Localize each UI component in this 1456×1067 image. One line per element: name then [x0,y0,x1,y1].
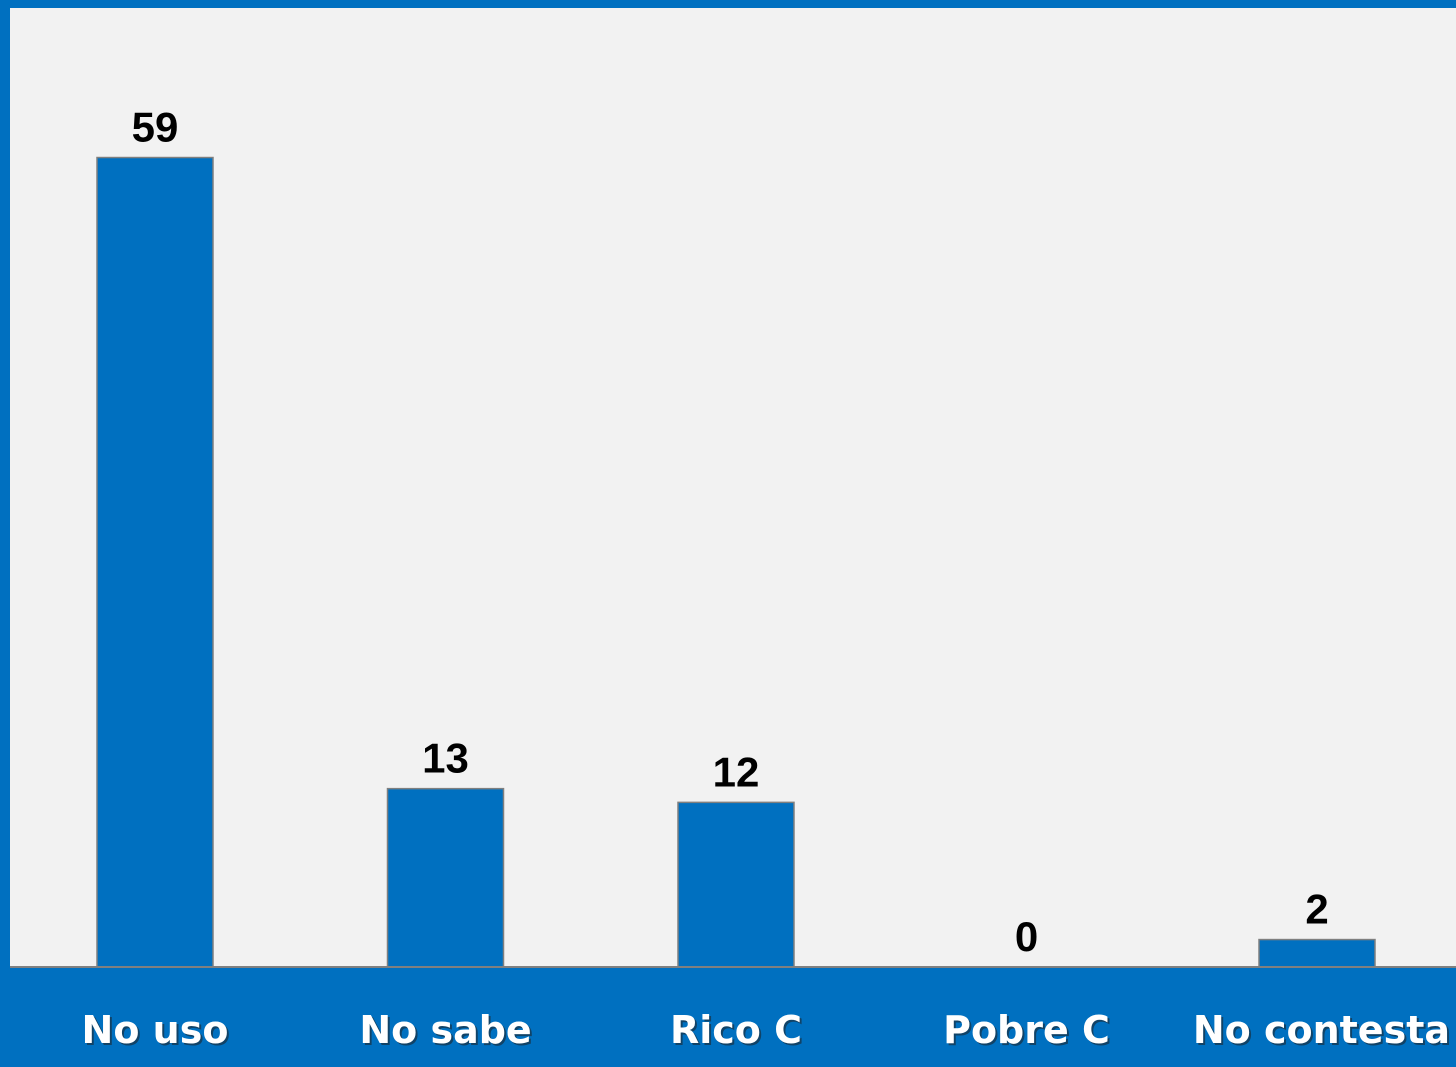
bar-2 [677,801,795,968]
bar-4 [1258,938,1376,968]
category-label-0: No uso [82,1008,229,1052]
category-label-shadow-0: No uso [84,1010,231,1054]
value-label-3: 0 [1015,913,1038,960]
bar-1 [386,787,505,968]
bar-0 [96,156,214,968]
category-label-shadow-3: Pobre C [945,1010,1112,1054]
value-label-4: 2 [1305,886,1328,933]
value-label-0: 59 [132,104,179,151]
value-label-1: 13 [422,735,469,782]
value-labels-layer: 59 13 12 0 2 [132,104,1329,960]
category-label-4: No contesta [1193,1008,1450,1052]
category-label-shadow-1: No sabe [361,1010,533,1054]
category-label-1: No sabe [359,1008,531,1052]
value-label-2: 12 [713,748,760,795]
category-label-3: Pobre C [943,1008,1110,1052]
category-label-shadow-4: No contesta [1195,1010,1452,1054]
bars-layer [96,156,1376,968]
category-label-shadow-2: Rico C [672,1010,804,1054]
category-label-2: Rico C [670,1008,802,1052]
